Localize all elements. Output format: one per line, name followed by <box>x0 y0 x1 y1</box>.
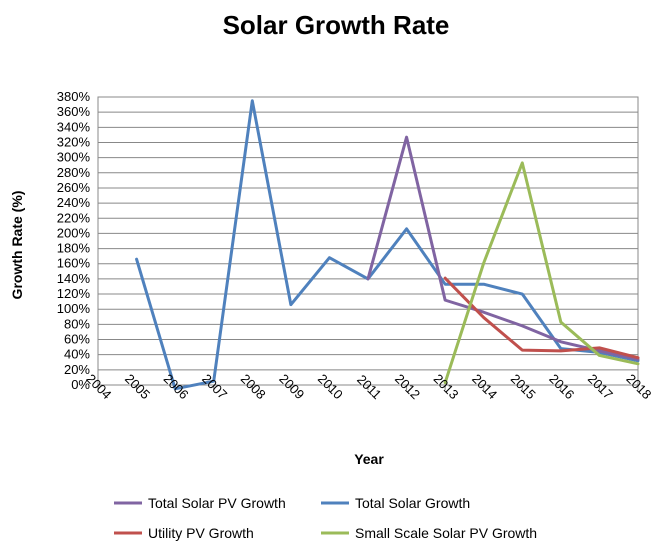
series-layer <box>135 99 640 391</box>
legend-label-1: Total Solar PV Growth <box>148 495 286 511</box>
y-tick-label: 160% <box>57 256 91 271</box>
y-tick-label: 20% <box>64 362 90 377</box>
y-tick-label: 120% <box>57 286 91 301</box>
y-tick-label: 240% <box>57 195 91 210</box>
y-tick-label: 360% <box>57 104 91 119</box>
y-tick-label: 60% <box>64 332 90 347</box>
y-tick-label: 380% <box>57 89 91 104</box>
y-tick-label: 40% <box>64 347 90 362</box>
y-tick-label: 300% <box>57 150 91 165</box>
y-tick-label: 140% <box>57 271 91 286</box>
y-tick-label: 200% <box>57 225 91 240</box>
y-tick-label: 340% <box>57 119 91 134</box>
x-tick-label: 2018 <box>623 371 654 402</box>
x-axis-title: Year <box>354 451 384 467</box>
series-line-3 <box>443 276 640 360</box>
y-tick-label: 320% <box>57 134 91 149</box>
y-tick-label: 280% <box>57 165 91 180</box>
legend-label-2: Total Solar Growth <box>355 495 470 511</box>
y-tick-label: 180% <box>57 241 91 256</box>
y-tick-label: 220% <box>57 210 91 225</box>
y-axis-title: Growth Rate (%) <box>9 191 25 300</box>
legend: Total Solar PV Growth Total Solar Growth U… <box>114 495 537 541</box>
legend-label-4: Small Scale Solar PV Growth <box>355 525 537 541</box>
series-line-4 <box>443 161 640 385</box>
legend-label-3: Utility PV Growth <box>148 525 254 541</box>
y-tick-label: 260% <box>57 180 91 195</box>
axis-layer <box>97 96 639 390</box>
y-tick-label: 0% <box>71 377 90 392</box>
y-tick-label: 80% <box>64 316 90 331</box>
y-tick-label: 100% <box>57 301 91 316</box>
chart-title: Solar Growth Rate <box>223 10 450 40</box>
